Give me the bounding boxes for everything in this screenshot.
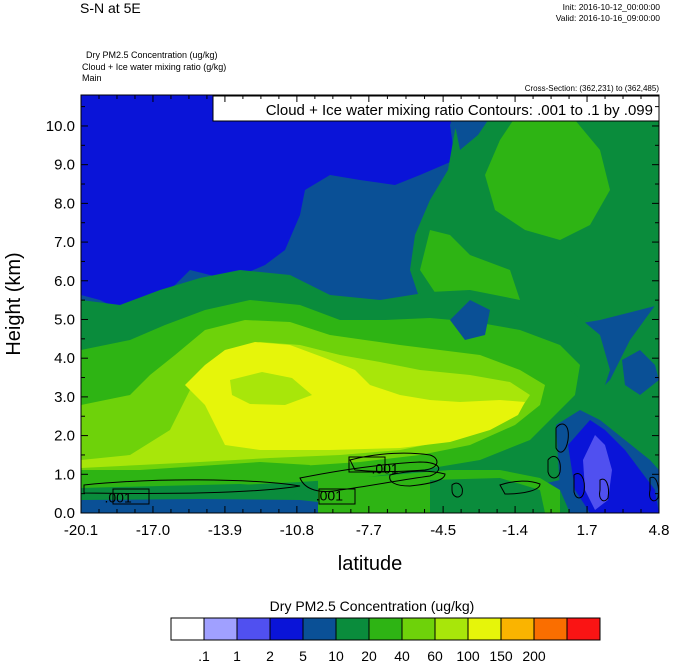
y-axis-label: Height (km) <box>3 252 25 355</box>
field-line-2: Cloud + Ice water mixing ratio (g/kg) <box>82 62 226 72</box>
colorbar-label: .1 <box>198 648 210 664</box>
field-line-3: Main <box>82 73 102 83</box>
colorbar-swatch <box>500 617 535 641</box>
field-line-1: Dry PM2.5 Concentration (ug/kg) <box>86 50 218 60</box>
contour-title: Cloud + Ice water mixing ratio Contours:… <box>266 102 653 119</box>
contour-label-box <box>112 488 150 505</box>
x-tick-label: -1.4 <box>502 522 528 539</box>
x-tick-label: -17.0 <box>136 522 170 539</box>
colorbar-swatch <box>467 617 502 641</box>
colorbar-label: 10 <box>328 648 344 664</box>
valid-time: Valid: 2016-10-16_09:00:00 <box>556 13 661 23</box>
y-tick-label: 10.0 <box>46 118 75 135</box>
colorbar-swatch <box>269 617 304 641</box>
x-tick-label: -10.8 <box>280 522 314 539</box>
x-tick-label: -4.5 <box>430 522 456 539</box>
x-tick-label: 1.7 <box>577 522 598 539</box>
concentration-field <box>81 95 659 513</box>
colorbar-label: 100 <box>456 648 480 664</box>
cloud-contour-lines <box>83 423 659 502</box>
x-tick-label: 4.8 <box>649 522 670 539</box>
x-axis-label: latitude <box>338 553 403 575</box>
colorbar-label: 150 <box>489 648 513 664</box>
colorbar-label: 40 <box>394 648 410 664</box>
x-tick-label: -7.7 <box>356 522 382 539</box>
contour-label-box <box>348 456 386 473</box>
contour-title-box <box>212 95 660 122</box>
colorbar-swatch <box>434 617 469 641</box>
init-time: Init: 2016-10-12_00:00:00 <box>563 2 661 12</box>
colorbar-swatch <box>335 617 370 641</box>
y-tick-label: 5.0 <box>54 311 75 328</box>
colorbar-swatch <box>302 617 337 641</box>
colorbar-swatch <box>203 617 238 641</box>
y-tick-label: 2.0 <box>54 428 75 445</box>
y-tick-label: 1.0 <box>54 466 75 483</box>
colorbar-swatch <box>401 617 436 641</box>
y-tick-label: 9.0 <box>54 157 75 174</box>
y-tick-label: 4.0 <box>54 350 75 367</box>
colorbar-label: 20 <box>361 648 377 664</box>
contour-label: .001 <box>371 460 398 476</box>
y-tick-label: 7.0 <box>54 234 75 251</box>
y-tick-label: 8.0 <box>54 195 75 212</box>
y-tick-label: 6.0 <box>54 273 75 290</box>
colorbar-label: 1 <box>233 648 241 664</box>
plot-frame <box>80 94 660 514</box>
colorbar-swatch <box>170 617 205 641</box>
colorbar-swatch <box>533 617 568 641</box>
page-title: S-N at 5E <box>80 0 141 16</box>
colorbar-swatch <box>368 617 403 641</box>
y-tick-label: 0.0 <box>54 505 75 522</box>
x-tick-label: -20.1 <box>64 522 98 539</box>
contour-label: .001 <box>105 490 132 506</box>
cross-section-label: Cross-Section: (362,231) to (362,485) <box>525 84 660 93</box>
x-tick-label: -13.9 <box>208 522 242 539</box>
colorbar-swatch <box>566 617 601 641</box>
colorbar-label: 2 <box>266 648 274 664</box>
colorbar-label: 5 <box>299 648 307 664</box>
colorbar-label: 60 <box>427 648 443 664</box>
contour-label: .001 <box>316 488 343 504</box>
legend-title: Dry PM2.5 Concentration (ug/kg) <box>270 598 475 614</box>
colorbar-label: 200 <box>522 648 546 664</box>
colorbar-swatch <box>236 617 271 641</box>
colorbar: .1 1 2 5 10 20 40 60 100 150 200 <box>170 617 601 664</box>
y-tick-label: 3.0 <box>54 389 75 406</box>
contour-label-box <box>318 488 356 505</box>
